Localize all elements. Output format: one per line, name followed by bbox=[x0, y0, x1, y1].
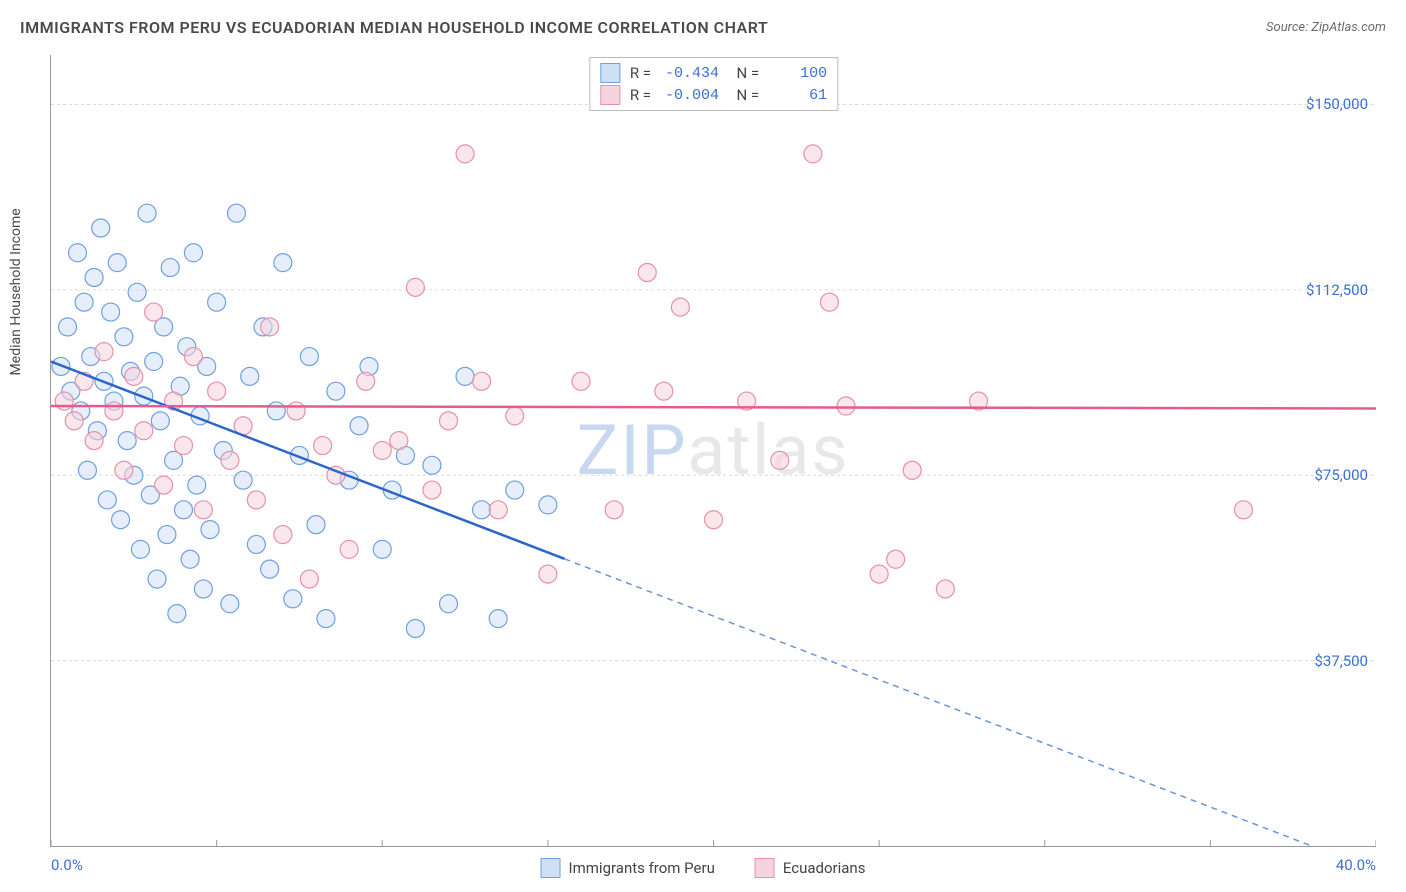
legend-n-label: N = bbox=[729, 64, 759, 82]
y-axis-label: Median Household Income bbox=[8, 208, 24, 375]
source-label: Source: ZipAtlas.com bbox=[1266, 20, 1386, 35]
legend-n-label: N = bbox=[729, 86, 759, 104]
legend-r-label: R = bbox=[630, 64, 651, 82]
swatch-icon bbox=[541, 858, 561, 878]
legend-r-value-0: -0.434 bbox=[661, 65, 719, 82]
legend-bottom-item-1: Ecuadorians bbox=[755, 858, 866, 878]
legend-top-row-1: R = -0.004 N = 61 bbox=[600, 84, 827, 106]
y-tick-label: $150,000 bbox=[1306, 95, 1368, 113]
plot-area: R = -0.434 N = 100 R = -0.004 N = 61 $37… bbox=[50, 55, 1376, 847]
legend-bottom: Immigrants from Peru Ecuadorians bbox=[541, 858, 866, 878]
legend-top: R = -0.434 N = 100 R = -0.004 N = 61 bbox=[589, 57, 838, 111]
legend-n-value-0: 100 bbox=[769, 65, 827, 82]
swatch-icon bbox=[755, 858, 775, 878]
swatch-ecuador bbox=[600, 85, 620, 105]
y-tick-label: $37,500 bbox=[1314, 652, 1368, 670]
x-tick-label: 40.0% bbox=[1336, 856, 1376, 874]
header-row: IMMIGRANTS FROM PERU VS ECUADORIAN MEDIA… bbox=[20, 18, 1386, 37]
x-tick-label: 0.0% bbox=[51, 856, 83, 874]
legend-top-row-0: R = -0.434 N = 100 bbox=[600, 62, 827, 84]
y-tick-label: $75,000 bbox=[1314, 466, 1368, 484]
legend-n-value-1: 61 bbox=[769, 87, 827, 104]
legend-bottom-label-1: Ecuadorians bbox=[783, 859, 866, 877]
plot-outer: Median Household Income ZIPatlas R = -0.… bbox=[50, 55, 1376, 847]
chart-svg bbox=[51, 55, 1376, 846]
y-tick-label: $112,500 bbox=[1306, 281, 1368, 299]
legend-bottom-label-0: Immigrants from Peru bbox=[569, 859, 715, 877]
swatch-peru bbox=[600, 63, 620, 83]
legend-r-value-1: -0.004 bbox=[661, 87, 719, 104]
chart-title: IMMIGRANTS FROM PERU VS ECUADORIAN MEDIA… bbox=[20, 18, 768, 37]
legend-r-label: R = bbox=[630, 86, 651, 104]
legend-bottom-item-0: Immigrants from Peru bbox=[541, 858, 715, 878]
